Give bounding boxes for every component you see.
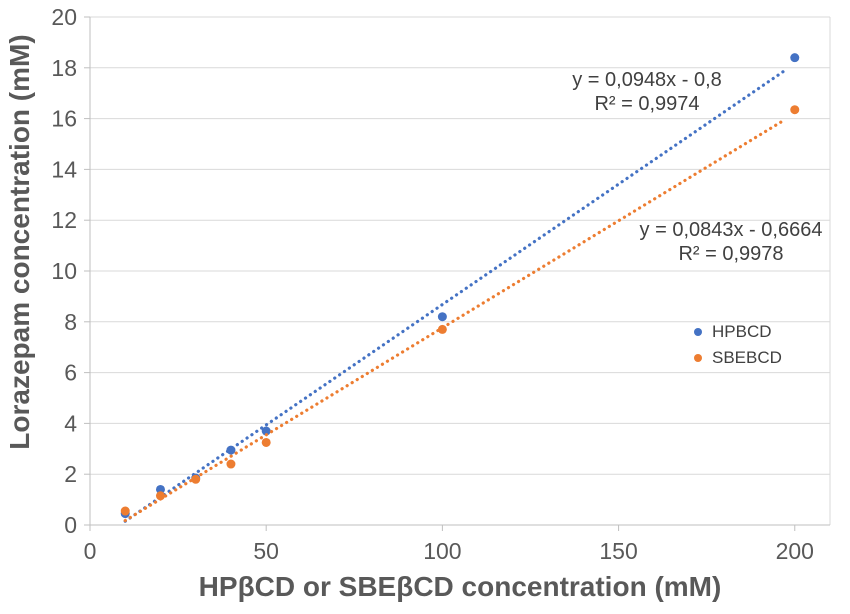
x-tick-label: 50 bbox=[253, 538, 279, 564]
y-tick-label: 18 bbox=[51, 55, 77, 81]
y-tick-label: 12 bbox=[51, 207, 77, 233]
trendline-sbebcd bbox=[123, 118, 786, 523]
data-point-sbebcd bbox=[261, 437, 271, 447]
data-point-sbebcd bbox=[437, 324, 447, 334]
x-tick-label: 0 bbox=[84, 538, 97, 564]
legend-item-sbebcd: SBEBCD bbox=[688, 345, 782, 371]
legend-label-sbebcd: SBEBCD bbox=[712, 348, 782, 367]
data-point-hpbcd bbox=[155, 484, 165, 494]
legend: HPBCD SBEBCD bbox=[688, 319, 782, 371]
trendline-hpbcd bbox=[123, 69, 786, 523]
x-tick-label: 150 bbox=[599, 538, 637, 564]
trendline-equation-hpbcd: y = 0,0948x - 0,8 R² = 0,9974 bbox=[527, 68, 767, 116]
data-point-sbebcd bbox=[120, 506, 130, 516]
y-tick-label: 4 bbox=[64, 410, 77, 436]
data-point-hpbcd bbox=[437, 312, 447, 322]
y-tick-label: 2 bbox=[64, 461, 77, 487]
y-tick-label: 10 bbox=[51, 258, 77, 284]
y-tick-label: 14 bbox=[51, 156, 77, 182]
y-tick-label: 16 bbox=[51, 106, 77, 132]
legend-item-hpbcd: HPBCD bbox=[688, 319, 782, 345]
y-tick-label: 0 bbox=[64, 512, 77, 538]
x-axis-title: HPβCD or SBEβCD concentration (mM) bbox=[198, 571, 722, 602]
y-tick-label: 8 bbox=[64, 309, 77, 335]
sbebcd-marker-icon bbox=[694, 354, 702, 362]
data-point-sbebcd bbox=[191, 474, 201, 484]
y-axis-title: Lorazepam concentration (mM) bbox=[4, 34, 35, 450]
equation-text: y = 0,0843x - 0,6664 bbox=[639, 219, 823, 241]
x-tick-label: 200 bbox=[776, 538, 814, 564]
r-squared-text: R² = 0,9978 bbox=[678, 243, 784, 265]
r-squared-text: R² = 0,9974 bbox=[594, 93, 700, 115]
data-point-sbebcd bbox=[226, 459, 236, 469]
data-point-hpbcd bbox=[261, 426, 271, 436]
data-point-hpbcd bbox=[790, 53, 800, 63]
data-point-sbebcd bbox=[155, 491, 165, 501]
legend-label-hpbcd: HPBCD bbox=[712, 322, 772, 341]
y-tick-label: 20 bbox=[51, 4, 77, 30]
x-tick-label: 100 bbox=[423, 538, 461, 564]
hpbcd-marker-icon bbox=[694, 328, 702, 336]
y-tick-label: 6 bbox=[64, 360, 77, 386]
trendline-equation-sbebcd: y = 0,0843x - 0,6664 R² = 0,9978 bbox=[611, 218, 850, 266]
equation-text: y = 0,0948x - 0,8 bbox=[572, 69, 722, 91]
data-point-sbebcd bbox=[790, 105, 800, 115]
